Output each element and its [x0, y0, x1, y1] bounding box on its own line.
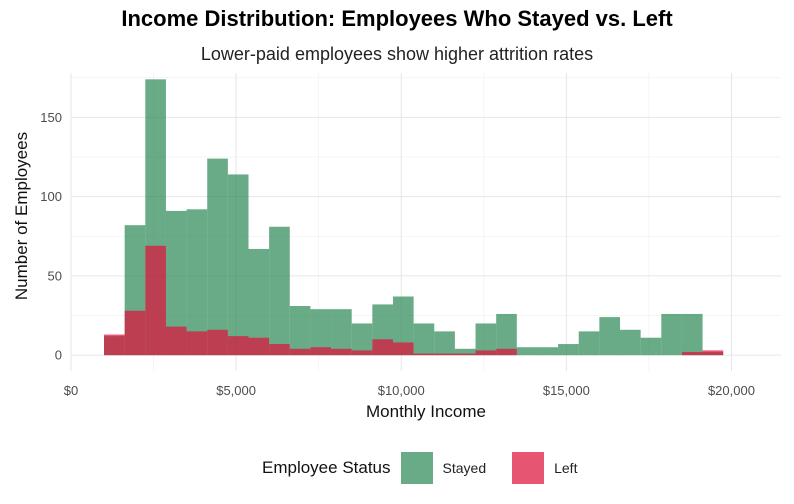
bar-stayed	[516, 347, 538, 356]
y-tick-label: 50	[48, 268, 62, 283]
bar-left	[392, 342, 414, 356]
bar-stayed	[475, 323, 497, 356]
legend-title: Employee Status	[262, 458, 391, 477]
bar-stayed	[269, 226, 290, 356]
bar-left	[145, 245, 166, 356]
x-tick-label: $10,000	[378, 383, 425, 398]
bar-stayed	[434, 331, 455, 356]
bar-left	[351, 350, 373, 356]
bar-left	[413, 353, 435, 356]
bar-left	[331, 348, 352, 356]
bar-stayed	[351, 323, 373, 356]
bar-left	[186, 331, 208, 356]
bar-left	[165, 326, 187, 356]
chart-subtitle: Lower-paid employees show higher attriti…	[200, 44, 594, 64]
bar-left	[310, 347, 332, 356]
x-axis-title: Monthly Income	[366, 402, 486, 421]
bar-stayed	[640, 337, 662, 356]
bar-left	[681, 351, 703, 356]
bar-stayed	[413, 323, 435, 356]
bar-stayed	[496, 313, 517, 356]
bar-left	[702, 350, 724, 356]
bar-left	[207, 329, 228, 356]
bar-stayed	[537, 347, 559, 356]
bar-stayed	[558, 344, 579, 356]
bar-left	[269, 344, 290, 356]
bar-stayed	[620, 329, 641, 356]
x-tick-label: $0	[64, 383, 78, 398]
bar-left	[496, 348, 517, 356]
bar-stayed	[681, 313, 703, 356]
legend-swatch-stayed	[400, 452, 433, 484]
y-tick-label: 0	[55, 348, 62, 363]
bar-left	[289, 348, 311, 356]
bar-stayed	[165, 210, 187, 356]
bar-stayed	[331, 309, 352, 356]
y-axis-title: Number of Employees	[12, 132, 31, 300]
bar-left	[248, 337, 270, 356]
y-tick-label: 100	[40, 189, 62, 204]
bar-stayed	[661, 313, 682, 356]
bar-left	[475, 350, 497, 356]
x-axis-ticks: $0 $5,000 $10,000 $15,000 $20,000	[64, 383, 755, 398]
bar-left	[104, 334, 125, 356]
legend-item-left: Left	[512, 452, 589, 484]
bar-stayed	[454, 348, 476, 356]
bar-stayed	[310, 309, 332, 356]
bar-left	[227, 336, 249, 356]
legend-item-stayed: Stayed	[400, 452, 499, 484]
y-axis-ticks: 0 50 100 150	[40, 110, 62, 363]
x-tick-label: $20,000	[708, 383, 755, 398]
legend: Employee Status Stayed Left	[262, 450, 603, 486]
bar-stayed	[289, 306, 311, 356]
bar-stayed	[207, 158, 228, 356]
bar-stayed	[248, 248, 270, 356]
bar-stayed	[599, 317, 621, 356]
bar-stayed	[578, 331, 600, 356]
series-left	[104, 245, 724, 356]
bar-stayed	[186, 209, 208, 356]
bar-left	[372, 339, 393, 356]
legend-swatch-left	[512, 452, 545, 484]
y-tick-label: 150	[40, 110, 62, 125]
series-stayed	[104, 79, 724, 356]
chart-title: Income Distribution: Employees Who Staye…	[121, 6, 673, 31]
bar-left	[454, 353, 476, 356]
bar-left	[124, 310, 146, 356]
bar-left	[434, 353, 455, 356]
legend-label-left: Left	[554, 460, 578, 476]
x-tick-label: $5,000	[216, 383, 256, 398]
x-tick-label: $15,000	[543, 383, 590, 398]
bar-stayed	[392, 296, 414, 356]
bar-stayed	[227, 174, 249, 356]
legend-label-stayed: Stayed	[442, 460, 487, 476]
